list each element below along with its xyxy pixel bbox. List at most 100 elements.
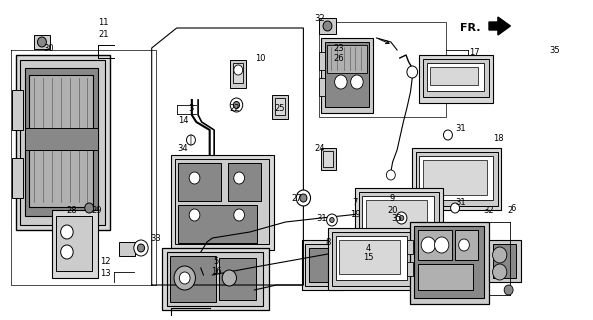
Circle shape <box>222 270 237 286</box>
Bar <box>430 67 479 85</box>
Bar <box>12 90 23 130</box>
Circle shape <box>421 237 435 253</box>
Bar <box>419 156 493 200</box>
Circle shape <box>493 264 507 280</box>
Bar <box>219 258 256 300</box>
Text: 17: 17 <box>470 47 480 57</box>
Bar <box>20 60 106 225</box>
Circle shape <box>186 135 196 145</box>
Bar <box>178 163 221 201</box>
Circle shape <box>234 65 243 75</box>
Bar <box>455 230 479 260</box>
Circle shape <box>85 203 94 213</box>
Text: 25: 25 <box>274 103 285 113</box>
Text: 15: 15 <box>364 253 374 262</box>
Text: 32: 32 <box>314 13 325 22</box>
Text: 30: 30 <box>44 44 55 52</box>
Bar <box>416 152 498 206</box>
Circle shape <box>323 21 332 31</box>
Circle shape <box>138 244 145 252</box>
Text: 31: 31 <box>455 197 466 206</box>
Bar <box>339 240 400 274</box>
Circle shape <box>407 66 417 78</box>
Bar <box>119 242 135 256</box>
Bar <box>327 45 366 73</box>
Circle shape <box>37 37 46 47</box>
Text: 13: 13 <box>100 269 111 278</box>
Text: 16: 16 <box>211 268 221 276</box>
Bar <box>321 38 373 113</box>
Bar <box>12 158 23 198</box>
Bar <box>178 205 257 243</box>
Circle shape <box>300 194 307 202</box>
Text: 35: 35 <box>392 213 403 222</box>
Circle shape <box>93 204 98 212</box>
Circle shape <box>458 239 470 251</box>
Bar <box>366 200 426 230</box>
Bar <box>332 59 359 97</box>
Text: 6: 6 <box>511 204 516 212</box>
Bar <box>426 63 484 91</box>
Bar <box>336 236 407 280</box>
Text: 24: 24 <box>314 143 325 153</box>
Circle shape <box>189 209 200 221</box>
Bar <box>34 35 50 49</box>
Bar <box>233 63 243 83</box>
Text: 34: 34 <box>178 143 188 153</box>
Circle shape <box>134 240 148 256</box>
Circle shape <box>444 130 452 140</box>
Bar <box>407 262 413 276</box>
Bar <box>228 163 262 201</box>
Text: 35: 35 <box>550 45 560 54</box>
Bar <box>309 248 336 282</box>
Text: 33: 33 <box>151 234 161 243</box>
Bar <box>412 148 502 210</box>
Bar <box>419 55 493 103</box>
Text: 20: 20 <box>387 205 398 214</box>
Text: 5: 5 <box>213 258 219 267</box>
Text: 26: 26 <box>334 53 345 62</box>
Circle shape <box>233 101 240 108</box>
Bar <box>167 252 263 306</box>
Bar <box>305 244 339 286</box>
Bar <box>320 18 336 34</box>
Bar <box>417 264 473 290</box>
Bar <box>493 244 516 278</box>
Bar <box>407 240 413 254</box>
Circle shape <box>334 75 347 89</box>
Circle shape <box>179 272 190 284</box>
Bar <box>275 98 285 115</box>
Circle shape <box>396 212 407 224</box>
Bar <box>170 256 216 302</box>
Bar <box>320 78 325 96</box>
Text: 12: 12 <box>100 258 110 267</box>
Bar <box>410 222 489 304</box>
Text: 9: 9 <box>390 194 396 203</box>
Text: FR.: FR. <box>460 23 480 33</box>
Text: 32: 32 <box>484 205 495 214</box>
Bar <box>320 22 446 117</box>
Text: 21: 21 <box>98 29 109 38</box>
Bar <box>423 160 487 195</box>
Text: 29: 29 <box>91 205 101 214</box>
Circle shape <box>451 203 460 213</box>
Circle shape <box>174 266 196 290</box>
Circle shape <box>296 190 311 206</box>
Bar <box>329 55 364 103</box>
Text: 18: 18 <box>493 133 503 142</box>
Bar <box>272 95 288 119</box>
Text: 7: 7 <box>352 197 358 206</box>
Circle shape <box>327 214 337 226</box>
Bar <box>325 42 369 107</box>
Bar <box>52 210 98 278</box>
Text: 27: 27 <box>291 194 302 203</box>
Bar <box>16 55 110 230</box>
Circle shape <box>330 218 334 222</box>
Circle shape <box>230 98 243 112</box>
Bar <box>336 63 355 91</box>
Text: 28: 28 <box>66 205 76 214</box>
Circle shape <box>234 172 244 184</box>
Bar <box>25 128 98 150</box>
Bar <box>323 151 333 167</box>
Bar <box>355 188 442 246</box>
